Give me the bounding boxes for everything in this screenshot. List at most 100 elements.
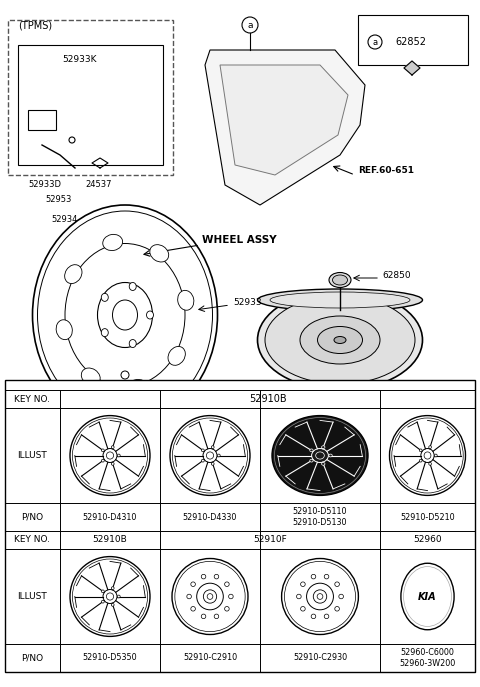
Ellipse shape [56,319,72,339]
Polygon shape [220,65,348,175]
Ellipse shape [207,594,213,599]
Ellipse shape [72,418,148,493]
Ellipse shape [225,582,229,587]
Ellipse shape [170,416,250,495]
Ellipse shape [101,449,104,452]
Text: 52910-D4330: 52910-D4330 [183,513,237,521]
Ellipse shape [310,460,313,462]
Ellipse shape [191,582,195,587]
Ellipse shape [201,574,206,579]
Ellipse shape [329,273,351,287]
Text: 52910B: 52910B [93,535,127,545]
Text: 52933D: 52933D [28,180,61,189]
Ellipse shape [33,205,217,425]
Ellipse shape [324,574,329,579]
Bar [8,20,173,175]
Ellipse shape [168,346,185,365]
Ellipse shape [275,418,366,493]
Ellipse shape [420,460,422,462]
Text: 52950: 52950 [111,390,139,399]
Ellipse shape [311,574,316,579]
Ellipse shape [434,454,437,457]
Text: KEY NO.: KEY NO. [14,535,50,545]
Ellipse shape [202,460,204,462]
Ellipse shape [118,454,120,457]
Text: 52933: 52933 [233,297,262,306]
Ellipse shape [112,300,137,330]
Ellipse shape [282,559,359,635]
Ellipse shape [103,589,117,603]
Text: 52910-D5210: 52910-D5210 [400,513,455,521]
Ellipse shape [214,614,219,619]
Ellipse shape [101,328,108,337]
Text: 52953: 52953 [45,195,72,204]
Text: ILLUST: ILLUST [17,592,47,601]
Ellipse shape [257,289,422,311]
Ellipse shape [175,561,245,631]
Ellipse shape [401,563,454,630]
Text: REF.60-651: REF.60-651 [358,166,414,174]
Polygon shape [205,50,365,205]
Bar [28,110,56,130]
Ellipse shape [300,316,380,364]
Ellipse shape [389,416,466,495]
Ellipse shape [72,559,148,634]
Text: WHEEL ASSY: WHEEL ASSY [202,235,276,245]
Ellipse shape [70,556,150,636]
Ellipse shape [127,379,147,396]
Ellipse shape [310,449,313,452]
Ellipse shape [272,416,368,495]
Text: a: a [372,38,378,47]
Ellipse shape [392,418,463,493]
Ellipse shape [107,593,114,600]
Ellipse shape [103,234,122,251]
Ellipse shape [333,275,348,285]
Ellipse shape [322,462,325,465]
Ellipse shape [101,460,104,462]
Ellipse shape [311,614,316,619]
Text: 52910-C2910: 52910-C2910 [183,653,237,662]
Ellipse shape [270,292,410,308]
Ellipse shape [107,452,114,459]
Ellipse shape [225,607,229,611]
Ellipse shape [339,594,343,599]
Ellipse shape [204,590,216,603]
Ellipse shape [187,594,192,599]
Ellipse shape [404,567,451,627]
Text: KEY NO.: KEY NO. [14,394,50,403]
Ellipse shape [429,446,432,449]
Ellipse shape [297,594,301,599]
Ellipse shape [429,462,432,465]
Ellipse shape [424,452,431,459]
Ellipse shape [191,607,195,611]
Text: 52933K: 52933K [63,55,97,64]
Ellipse shape [228,594,233,599]
Ellipse shape [65,243,185,387]
Ellipse shape [101,293,108,302]
Ellipse shape [334,337,346,344]
Ellipse shape [129,282,136,291]
Ellipse shape [201,614,206,619]
Ellipse shape [211,446,214,449]
Ellipse shape [103,449,117,462]
Text: 52960-C6000
52960-3W200: 52960-C6000 52960-3W200 [399,649,456,668]
Ellipse shape [324,614,329,619]
Ellipse shape [316,452,324,459]
Text: 52960: 52960 [413,535,442,545]
Bar [18,45,163,165]
Text: 24537: 24537 [85,180,111,189]
Ellipse shape [146,311,154,319]
Ellipse shape [217,454,220,457]
Text: (TPMS): (TPMS) [18,20,52,30]
Ellipse shape [101,600,104,603]
Ellipse shape [214,574,219,579]
Ellipse shape [65,264,82,284]
Ellipse shape [300,607,305,611]
Text: 52934: 52934 [52,215,78,224]
Ellipse shape [257,290,422,390]
Text: a: a [247,21,253,30]
Ellipse shape [101,590,104,593]
Ellipse shape [118,595,120,598]
Ellipse shape [329,454,332,457]
Ellipse shape [111,603,114,606]
